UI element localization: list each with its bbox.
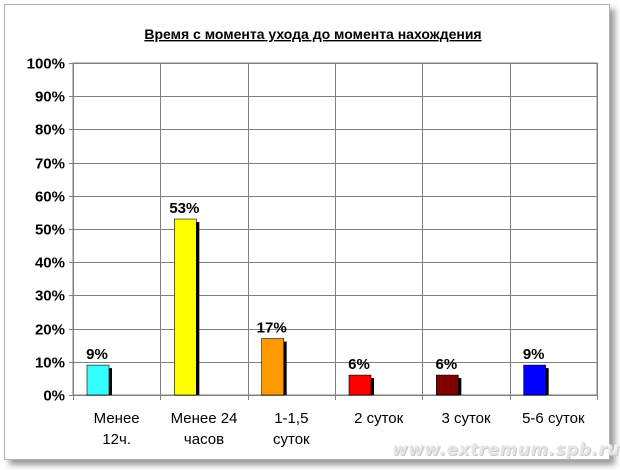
data-label: 6% bbox=[348, 356, 370, 373]
bar bbox=[523, 364, 546, 396]
y-tick-label: 50% bbox=[35, 222, 65, 239]
x-category-label: 3 суток bbox=[441, 410, 491, 427]
y-tick-label: 90% bbox=[35, 89, 65, 106]
y-tick-label: 80% bbox=[35, 122, 65, 139]
y-tick-label: 100% bbox=[27, 56, 65, 73]
y-tick-label: 60% bbox=[35, 189, 65, 206]
bar bbox=[348, 374, 372, 396]
bar bbox=[86, 364, 110, 396]
x-category-label: Менее 24 bbox=[171, 410, 238, 427]
x-category-label: 5-6 суток bbox=[522, 410, 585, 427]
x-category-label: 1-1,5 bbox=[274, 410, 308, 427]
bar bbox=[174, 218, 197, 396]
y-tick-label: 40% bbox=[35, 255, 65, 272]
data-label: 53% bbox=[169, 200, 199, 217]
y-tick-label: 70% bbox=[35, 156, 65, 173]
watermark-text: www.extremum.spb.ru bbox=[392, 440, 620, 460]
y-tick-label: 10% bbox=[35, 355, 65, 372]
y-tick-label: 20% bbox=[35, 322, 65, 339]
chart-title: Время с момента ухода до момента нахожде… bbox=[144, 26, 481, 42]
x-category-label: 12ч. bbox=[102, 431, 131, 448]
grid bbox=[69, 62, 598, 400]
bar bbox=[261, 338, 284, 396]
x-category-label: суток bbox=[273, 431, 310, 448]
x-category-label: 2 суток bbox=[354, 410, 404, 427]
x-category-label: часов bbox=[184, 431, 224, 448]
data-label: 17% bbox=[257, 320, 287, 337]
y-tick-label: 0% bbox=[43, 388, 65, 405]
y-tick-label: 30% bbox=[35, 288, 65, 305]
data-label: 6% bbox=[435, 356, 457, 373]
data-label: 9% bbox=[86, 346, 108, 363]
bars bbox=[86, 218, 549, 396]
labels: 0% 10% 20% 30% 40% 50% 60% 70% 80% 90% 100% 9% Менее… bbox=[27, 56, 585, 449]
bar bbox=[436, 374, 459, 396]
data-label: 9% bbox=[523, 346, 545, 363]
x-category-label: Менее bbox=[94, 410, 140, 427]
